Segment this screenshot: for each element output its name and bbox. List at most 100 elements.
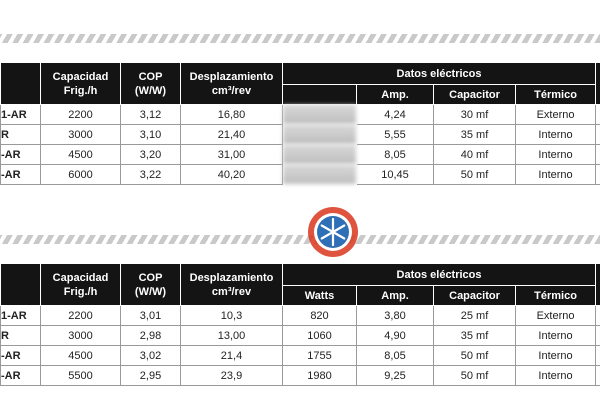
cell: Interno: [514, 365, 597, 386]
group-header: Datos eléctricos: [281, 263, 597, 286]
cell: 10,3: [180, 305, 283, 326]
header-cell: Desplazamiento cm³/rev: [180, 62, 283, 105]
header-cell: COP (W/W): [120, 263, 181, 306]
blurred-cell: [282, 104, 357, 125]
cell: 1755: [282, 345, 357, 366]
sub-header: Térmico: [514, 84, 597, 105]
cell: 10,45: [356, 164, 434, 185]
cell: 9,25: [356, 365, 434, 386]
cell: 50 mf: [433, 345, 516, 366]
cell: 13,00: [180, 325, 283, 346]
cell: 8,05: [356, 144, 434, 165]
cell: 5500: [40, 365, 121, 386]
header-cell: [0, 263, 41, 306]
cell: -AR: [0, 345, 41, 366]
header-cell: COP (W/W): [120, 62, 181, 105]
data-row: 1-AR 2200 3,01 10,3 820 3,80 25 mf Externo: [0, 305, 600, 326]
cell: 1980: [282, 365, 357, 386]
cell: 8,05: [356, 345, 434, 366]
cell: 1-AR: [0, 305, 41, 326]
header-cell: Capacidad Frig./h: [40, 263, 121, 306]
cell: 2,95: [120, 365, 181, 386]
cell: 23,9: [180, 365, 283, 386]
spec-table: Capacidad Frig./h COP (W/W) Desplazamiento…: [0, 62, 600, 185]
stripe-band: [0, 235, 600, 244]
header-cell: [0, 62, 41, 105]
data-row: -AR 4500 3,20 31,00 8,05 40 mf Interno: [0, 144, 600, 165]
header-cell: [282, 84, 357, 105]
cell: 6000: [40, 164, 121, 185]
cell: 3,01: [120, 305, 181, 326]
cell: 3,22: [120, 164, 181, 185]
cell: 3,20: [120, 144, 181, 165]
blurred-cell: [282, 124, 357, 145]
cell: 2,98: [120, 325, 181, 346]
header-row: Capacidad Frig./h COP (W/W) Desplazamiento…: [0, 263, 600, 306]
cell: [595, 325, 600, 346]
data-row: 1-AR 2200 3,12 16,80 4,24 30 mf Externo: [0, 104, 600, 125]
cell: [595, 144, 600, 165]
cell: 3,10: [120, 124, 181, 145]
cell: 3000: [40, 124, 121, 145]
cell: [595, 124, 600, 145]
sub-header: Térmico: [514, 285, 597, 306]
cell: 4500: [40, 144, 121, 165]
cell: Externo: [514, 305, 597, 326]
cell: 21,4: [180, 345, 283, 366]
cell: Interno: [514, 144, 597, 165]
cell: 50 mf: [433, 164, 516, 185]
cell: [595, 345, 600, 366]
cell: Interno: [514, 124, 597, 145]
header-cell: [595, 263, 600, 306]
cell: 2200: [40, 104, 121, 125]
header-cell: [595, 62, 600, 105]
blurred-cell: [282, 164, 357, 185]
cell: Externo: [514, 104, 597, 125]
cell: [595, 305, 600, 326]
cell: R: [0, 124, 41, 145]
cell: [595, 104, 600, 125]
cell: 3,12: [120, 104, 181, 125]
cell: 31,00: [180, 144, 283, 165]
sub-header: Capacitor: [433, 285, 516, 306]
cell: 2200: [40, 305, 121, 326]
cell: 40,20: [180, 164, 283, 185]
cell: 21,40: [180, 124, 283, 145]
cell: 4,24: [356, 104, 434, 125]
data-row: R 3000 2,98 13,00 1060 4,90 35 mf Interno: [0, 325, 600, 346]
cell: 25 mf: [433, 305, 516, 326]
data-row: R 3000 3,10 21,40 5,55 35 mf Interno: [0, 124, 600, 145]
cell: 4,90: [356, 325, 434, 346]
cell: 40 mf: [433, 144, 516, 165]
cell: 1-AR: [0, 104, 41, 125]
cell: Interno: [514, 325, 597, 346]
sub-header: Amp.: [356, 285, 434, 306]
cell: 30 mf: [433, 104, 516, 125]
cell: 35 mf: [433, 124, 516, 145]
cell: [595, 164, 600, 185]
cell: R: [0, 325, 41, 346]
cell: Interno: [514, 164, 597, 185]
data-row: -AR 5500 2,95 23,9 1980 9,25 50 mf Interno: [0, 365, 600, 386]
cell: 3000: [40, 325, 121, 346]
cell: 4500: [40, 345, 121, 366]
cell: 50 mf: [433, 365, 516, 386]
data-row: -AR 4500 3,02 21,4 1755 8,05 50 mf Interno: [0, 345, 600, 366]
spec-table: Capacidad Frig./h COP (W/W) Desplazamiento…: [0, 263, 600, 386]
sub-header: Capacitor: [433, 84, 516, 105]
data-row: -AR 6000 3,22 40,20 10,45 50 mf Interno: [0, 164, 600, 185]
header-row: Capacidad Frig./h COP (W/W) Desplazamiento…: [0, 62, 600, 105]
cell: 35 mf: [433, 325, 516, 346]
cell: 16,80: [180, 104, 283, 125]
cell: -AR: [0, 164, 41, 185]
header-row: Amp. Capacitor Térmico: [1, 84, 600, 105]
cell: -AR: [0, 365, 41, 386]
logo: [308, 207, 358, 257]
cell: 5,55: [356, 124, 434, 145]
cell: [595, 365, 600, 386]
cell: Interno: [514, 345, 597, 366]
header-cell: Capacidad Frig./h: [40, 62, 121, 105]
cell: 3,80: [356, 305, 434, 326]
cell: 820: [282, 305, 357, 326]
